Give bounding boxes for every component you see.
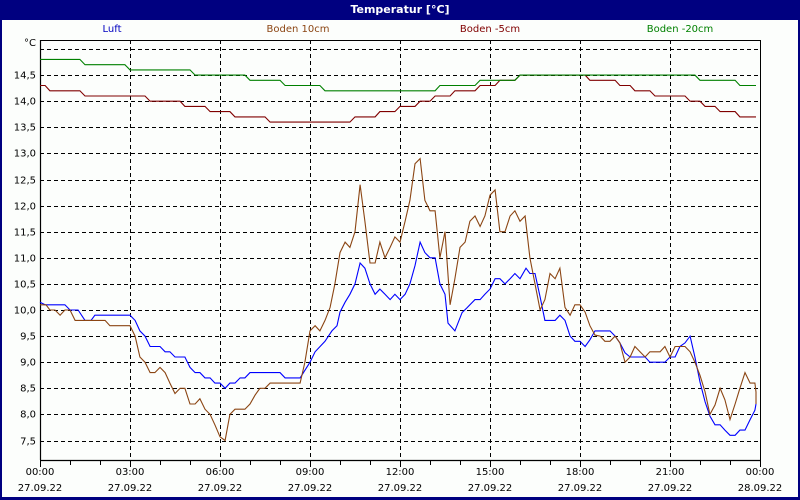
x-tick-time: 21:00 [655,467,685,478]
y-tick-label: 13,5 [13,122,36,133]
chart-title: Temperatur [°C] [0,0,800,20]
series-line-boden-10cm [40,157,757,442]
x-tick-date: 28.09.22 [737,483,783,494]
x-tick-time: 15:00 [475,467,505,478]
legend-item-boden-5cm: Boden -5cm [459,24,521,35]
y-tick-label: 13,0 [13,148,36,159]
series-line-boden-5cm [40,74,756,123]
x-tick-date: 27.09.22 [467,483,513,494]
x-tick-date: 27.09.22 [647,483,693,494]
x-tick-time: 00:00 [745,467,775,478]
x-tick-date: 27.09.22 [557,483,603,494]
x-tick-date: 27.09.22 [287,483,333,494]
x-tick-date: 27.09.22 [107,483,153,494]
x-tick-time: 12:00 [385,467,415,478]
series-line-luft [39,240,757,436]
x-tick-date: 27.09.22 [197,483,243,494]
x-tick-time: 06:00 [205,467,235,478]
y-tick-label: 9,0 [20,357,36,368]
x-tick-date: 27.09.22 [17,483,63,494]
y-tick-label: 7,5 [20,436,36,447]
legend-item-luft: Luft [102,24,122,35]
y-tick-label: 14,0 [13,96,36,107]
y-tick-label: 10,5 [13,279,36,290]
y-tick-label: 11,0 [13,253,36,264]
y-axis-unit: °C [24,38,36,49]
y-tick-label: 10,0 [13,305,36,316]
y-tick-label: 11,5 [13,227,36,238]
series-line-boden-20cm [40,58,756,92]
x-tick-time: 03:00 [115,467,145,478]
y-tick-label: 8,0 [20,409,36,420]
legend-item-boden-10cm: Boden 10cm [266,24,330,35]
y-tick-label: 12,0 [13,201,36,212]
x-tick-time: 09:00 [295,467,325,478]
x-tick-time: 18:00 [565,467,595,478]
y-tick-label: 14,5 [13,70,36,81]
y-tick-label: 12,5 [13,175,36,186]
y-tick-label: 9,5 [20,331,36,342]
x-tick-date: 27.09.22 [377,483,423,494]
x-tick-time: 00:00 [25,467,55,478]
legend-item-boden-20cm: Boden -20cm [646,24,714,35]
y-tick-label: 8,5 [20,383,36,394]
